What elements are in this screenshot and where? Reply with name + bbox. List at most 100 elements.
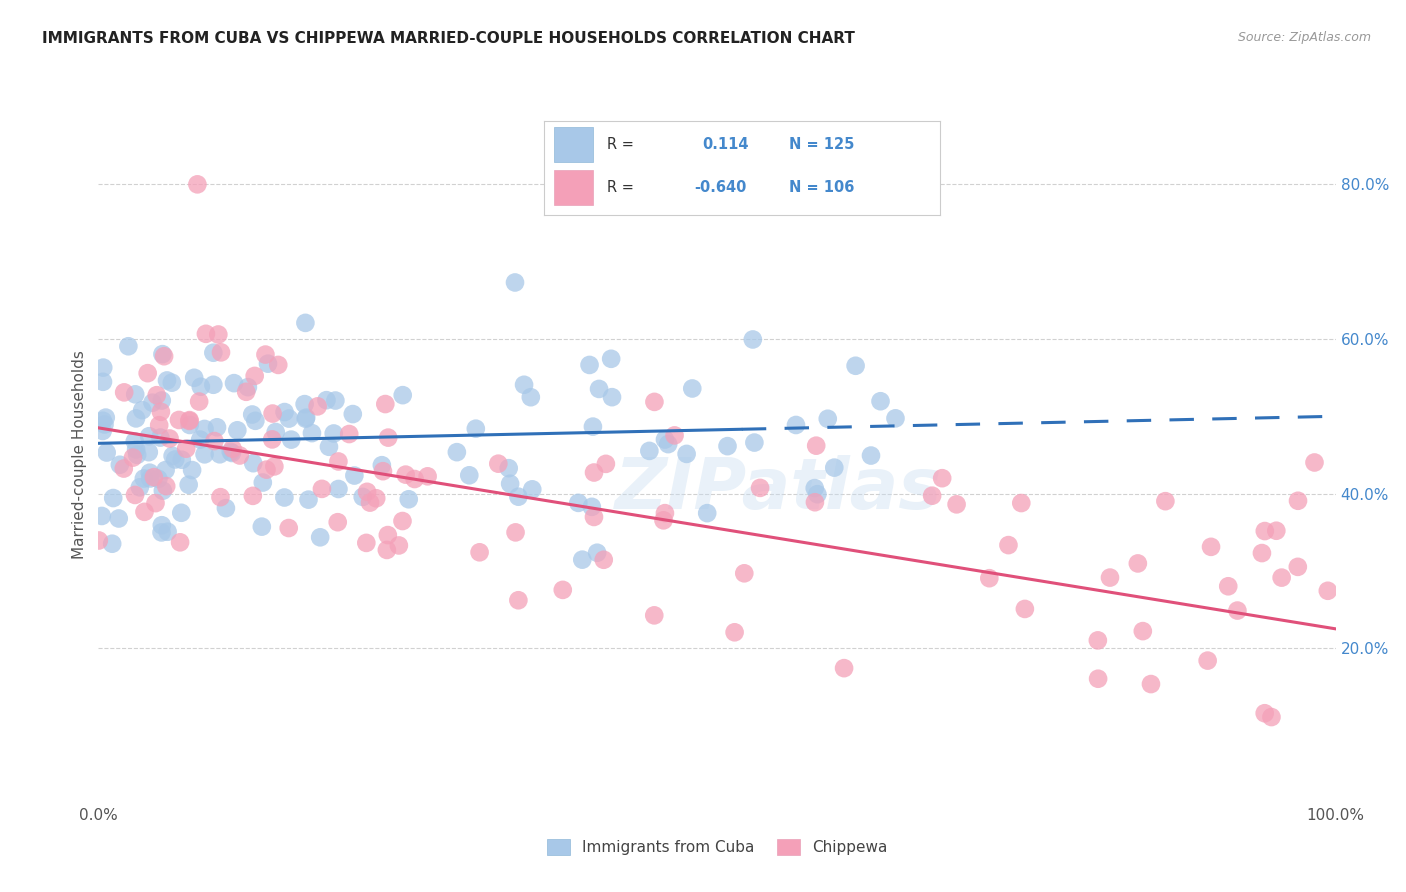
Point [446,445,468,459]
Point [152,347,174,361]
Point [508,593,530,607]
Point [188,433,211,447]
Point [643,395,665,409]
Point [804,495,827,509]
Point [307,400,329,414]
Point [371,458,394,473]
Point [179,413,201,427]
Point [125,411,148,425]
Point [1140,677,1163,691]
Point [377,528,399,542]
Point [142,470,165,484]
Point [138,445,160,459]
Point [675,447,697,461]
Point [124,434,146,449]
Point [294,411,316,425]
Point [141,395,163,409]
Point [458,468,481,483]
Point [174,442,197,456]
Point [294,397,316,411]
Point [208,447,231,461]
Point [1260,710,1282,724]
Point [582,466,605,480]
Point [643,608,665,623]
Point [108,458,131,472]
Point [578,358,600,372]
Point [375,543,398,558]
Point [148,418,170,433]
Point [391,514,413,528]
Point [505,525,527,540]
Point [229,449,252,463]
Point [235,384,257,399]
Point [503,276,526,290]
Point [921,489,943,503]
Point [395,467,418,482]
Point [124,387,146,401]
Point [600,390,623,404]
Point [654,506,676,520]
Point [165,452,187,467]
Point [716,439,738,453]
Point [177,477,200,491]
Point [571,552,593,566]
Point [264,425,287,439]
Point [657,437,679,451]
Point [219,445,242,459]
Point [136,366,159,380]
Point [582,510,605,524]
Point [190,380,212,394]
Point [326,515,349,529]
Point [356,484,378,499]
Point [256,462,278,476]
Point [468,545,491,559]
Point [1253,706,1275,721]
Point [243,368,266,383]
Point [153,349,176,363]
Point [832,661,855,675]
Point [997,538,1019,552]
Point [254,348,277,362]
Point [160,376,183,390]
Point [152,483,174,498]
Point [91,414,114,428]
Point [204,434,226,448]
Point [352,490,374,504]
Point [1098,571,1121,585]
Point [205,420,228,434]
Point [215,501,238,516]
Point [588,382,610,396]
Point [498,461,520,475]
Point [138,429,160,443]
Point [859,449,882,463]
Point [464,422,486,436]
Point [252,475,274,490]
Point [96,445,118,459]
Point [1087,672,1109,686]
Point [112,461,135,475]
Point [595,457,617,471]
Point [150,393,173,408]
Point [869,394,891,409]
Point [101,537,124,551]
Point [356,536,378,550]
Point [183,371,205,385]
Point [186,178,208,192]
Point [250,519,273,533]
Point [328,482,350,496]
Point [638,443,661,458]
Point [179,414,201,428]
Point [150,525,173,540]
Point [567,496,589,510]
Point [1316,583,1339,598]
Point [221,446,243,460]
Point [169,535,191,549]
Point [664,428,686,442]
Point [145,388,167,402]
Point [226,423,249,437]
Point [404,472,426,486]
Point [117,339,139,353]
Point [342,407,364,421]
Point [823,460,845,475]
Point [311,482,333,496]
